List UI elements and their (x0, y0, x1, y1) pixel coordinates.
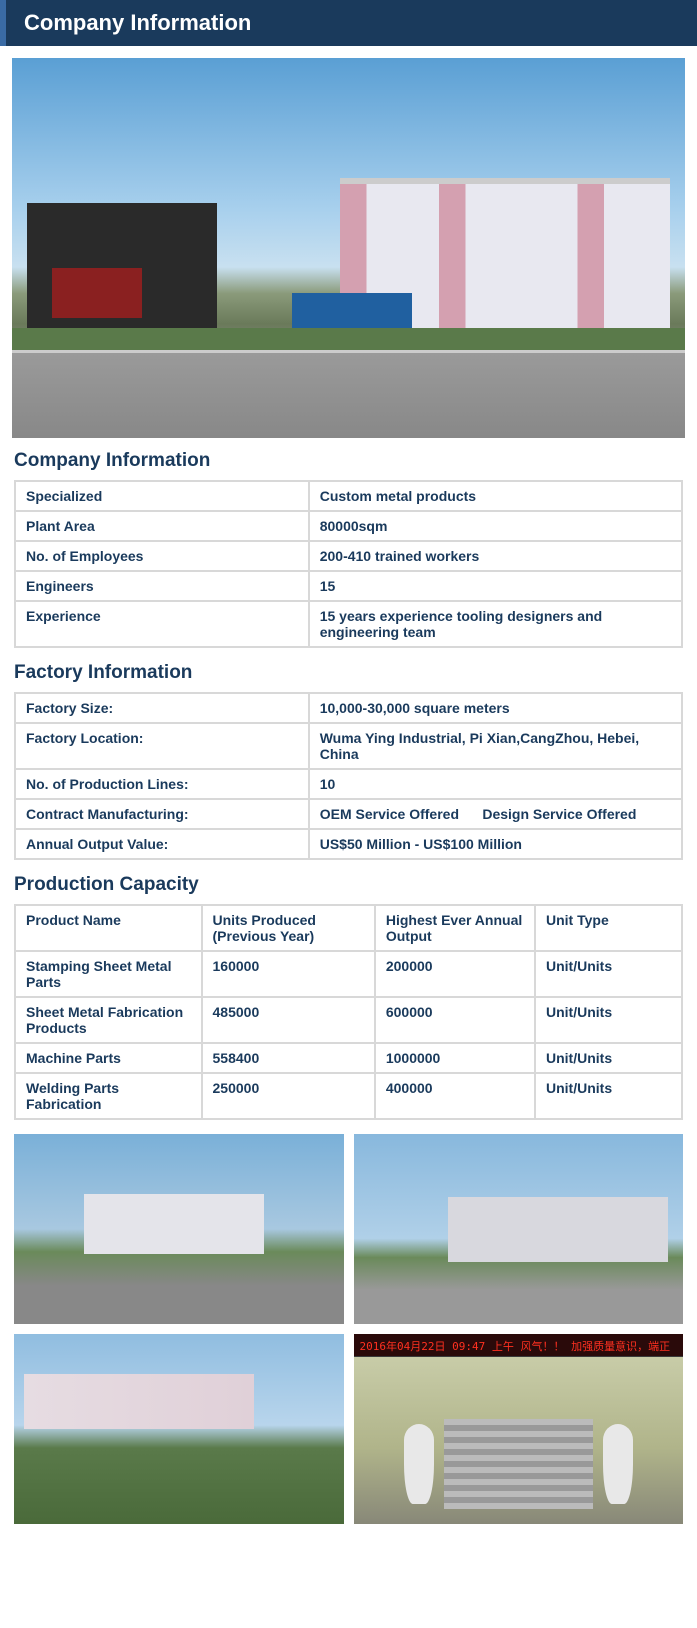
production-capacity-title: Production Capacity (14, 874, 683, 896)
info-value: 80000sqm (310, 512, 681, 540)
factory-info-title: Factory Information (14, 662, 683, 684)
table-row: Sheet Metal Fabrication Products48500060… (16, 998, 681, 1042)
cell: 200000 (376, 952, 534, 996)
info-value: Custom metal products (310, 482, 681, 510)
table-row: No. of Production Lines:10 (16, 770, 681, 798)
cell: 1000000 (376, 1044, 534, 1072)
cell: Machine Parts (16, 1044, 201, 1072)
table-row: Experience15 years experience tooling de… (16, 602, 681, 646)
info-label: Specialized (16, 482, 308, 510)
table-row: Factory Location:Wuma Ying Industrial, P… (16, 724, 681, 768)
table-row: Stamping Sheet Metal Parts160000200000Un… (16, 952, 681, 996)
info-label: No. of Employees (16, 542, 308, 570)
column-header: Unit Type (536, 906, 681, 950)
info-value: 15 (310, 572, 681, 600)
info-label: Factory Size: (16, 694, 308, 722)
table-row: Annual Output Value:US$50 Million - US$1… (16, 830, 681, 858)
info-label: No. of Production Lines: (16, 770, 308, 798)
table-row: Factory Size:10,000-30,000 square meters (16, 694, 681, 722)
info-label: Factory Location: (16, 724, 308, 768)
info-label: Contract Manufacturing: (16, 800, 308, 828)
cell: Unit/Units (536, 998, 681, 1042)
table-row: SpecializedCustom metal products (16, 482, 681, 510)
cell: Sheet Metal Fabrication Products (16, 998, 201, 1042)
factory-photo-2 (354, 1134, 684, 1324)
cell: 485000 (203, 998, 374, 1042)
factory-photo-3 (14, 1334, 344, 1524)
cell: Unit/Units (536, 952, 681, 996)
cell: 558400 (203, 1044, 374, 1072)
column-header: Highest Ever Annual Output (376, 906, 534, 950)
cell: 600000 (376, 998, 534, 1042)
column-header: Units Produced (Previous Year) (203, 906, 374, 950)
table-row: Engineers15 (16, 572, 681, 600)
factory-photo-4: 2016年04月22日 09:47 上午 风气！！ 加强质量意识，端正 (354, 1334, 684, 1524)
photo-grid: 2016年04月22日 09:47 上午 风气！！ 加强质量意识，端正 (0, 1134, 697, 1538)
company-info-table: SpecializedCustom metal productsPlant Ar… (14, 480, 683, 648)
info-value: 15 years experience tooling designers an… (310, 602, 681, 646)
cell: Unit/Units (536, 1074, 681, 1118)
header-bar: Company Information (0, 0, 697, 46)
production-capacity-table: Product NameUnits Produced (Previous Yea… (14, 904, 683, 1120)
table-row: Welding Parts Fabrication250000400000Uni… (16, 1074, 681, 1118)
info-value: OEM Service Offered Design Service Offer… (310, 800, 681, 828)
cell: Unit/Units (536, 1044, 681, 1072)
info-label: Plant Area (16, 512, 308, 540)
company-info-title: Company Information (14, 450, 683, 472)
table-row: Machine Parts5584001000000Unit/Units (16, 1044, 681, 1072)
cell: 400000 (376, 1074, 534, 1118)
cell: 250000 (203, 1074, 374, 1118)
table-row: Contract Manufacturing:OEM Service Offer… (16, 800, 681, 828)
info-label: Engineers (16, 572, 308, 600)
info-value: 10,000-30,000 square meters (310, 694, 681, 722)
led-display-text: 2016年04月22日 09:47 上午 风气！！ 加强质量意识，端正 (354, 1334, 684, 1356)
factory-info-table: Factory Size:10,000-30,000 square meters… (14, 692, 683, 860)
info-value: US$50 Million - US$100 Million (310, 830, 681, 858)
info-label: Annual Output Value: (16, 830, 308, 858)
info-value: 200-410 trained workers (310, 542, 681, 570)
cell: 160000 (203, 952, 374, 996)
cell: Welding Parts Fabrication (16, 1074, 201, 1118)
table-row: No. of Employees200-410 trained workers (16, 542, 681, 570)
factory-photo-1 (14, 1134, 344, 1324)
info-value: Wuma Ying Industrial, Pi Xian,CangZhou, … (310, 724, 681, 768)
info-label: Experience (16, 602, 308, 646)
header-title: Company Information (24, 10, 251, 35)
hero-factory-image (12, 58, 685, 438)
column-header: Product Name (16, 906, 201, 950)
info-value: 10 (310, 770, 681, 798)
table-row: Plant Area80000sqm (16, 512, 681, 540)
cell: Stamping Sheet Metal Parts (16, 952, 201, 996)
